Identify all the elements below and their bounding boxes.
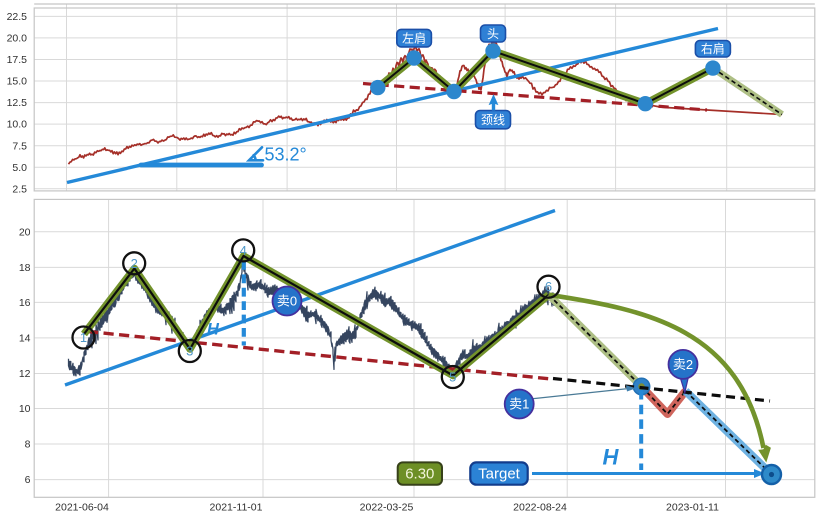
svg-text:H: H bbox=[207, 321, 220, 339]
svg-text:2023-01-11: 2023-01-11 bbox=[666, 502, 719, 514]
svg-text:右肩: 右肩 bbox=[701, 41, 725, 56]
svg-text:15.0: 15.0 bbox=[7, 76, 28, 88]
svg-text:12.5: 12.5 bbox=[7, 97, 28, 109]
svg-text:5.0: 5.0 bbox=[12, 162, 27, 174]
svg-text:3: 3 bbox=[186, 344, 193, 359]
svg-text:14: 14 bbox=[19, 333, 31, 345]
svg-text:卖2: 卖2 bbox=[673, 357, 693, 372]
svg-text:20.0: 20.0 bbox=[7, 33, 28, 45]
svg-text:头: 头 bbox=[487, 27, 499, 41]
svg-text:20: 20 bbox=[19, 226, 31, 238]
svg-text:16: 16 bbox=[19, 297, 31, 309]
svg-text:12: 12 bbox=[19, 368, 31, 380]
svg-text:8: 8 bbox=[25, 439, 31, 451]
svg-text:2.5: 2.5 bbox=[12, 183, 27, 195]
svg-text:2: 2 bbox=[131, 256, 138, 271]
svg-text:5: 5 bbox=[449, 370, 456, 385]
svg-text:2021-06-04: 2021-06-04 bbox=[55, 502, 109, 514]
svg-text:左肩: 左肩 bbox=[402, 30, 426, 45]
svg-text:1: 1 bbox=[80, 330, 87, 345]
svg-text:17.5: 17.5 bbox=[7, 54, 28, 66]
svg-text:2022-08-24: 2022-08-24 bbox=[513, 502, 567, 514]
svg-text:18: 18 bbox=[19, 262, 31, 274]
svg-text:H: H bbox=[603, 445, 620, 470]
svg-text:6: 6 bbox=[545, 279, 552, 294]
svg-text:Target: Target bbox=[478, 466, 521, 483]
svg-text:10: 10 bbox=[19, 403, 31, 415]
svg-text:22.5: 22.5 bbox=[7, 11, 28, 23]
svg-text:颈线: 颈线 bbox=[481, 113, 505, 127]
svg-text:2022-03-25: 2022-03-25 bbox=[360, 502, 414, 514]
svg-text:卖1: 卖1 bbox=[509, 397, 529, 412]
svg-text:6.30: 6.30 bbox=[405, 466, 434, 483]
svg-text:10.0: 10.0 bbox=[7, 119, 28, 131]
svg-text:2021-11-01: 2021-11-01 bbox=[210, 502, 263, 514]
svg-text:7.5: 7.5 bbox=[12, 140, 27, 152]
svg-text:4: 4 bbox=[240, 243, 247, 258]
svg-text:卖0: 卖0 bbox=[277, 294, 297, 309]
svg-text:53.2°: 53.2° bbox=[265, 145, 307, 165]
svg-text:6: 6 bbox=[25, 474, 31, 486]
